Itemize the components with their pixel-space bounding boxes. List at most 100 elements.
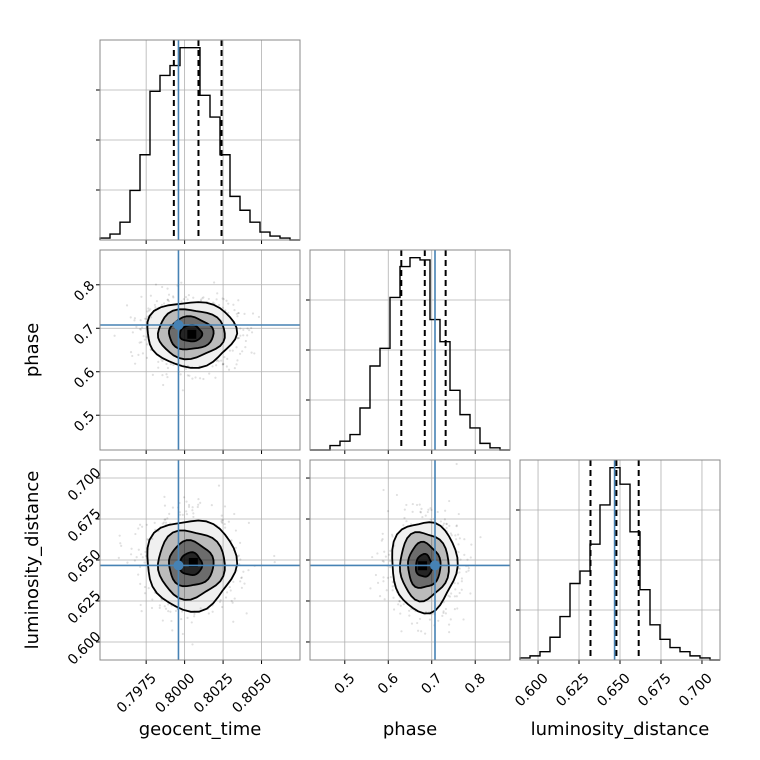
scatter-point	[144, 550, 147, 554]
scatter-point	[162, 383, 165, 387]
scatter-point	[186, 616, 189, 619]
hist-bar	[670, 648, 680, 660]
y-tick-label: 0.600	[65, 629, 105, 669]
scatter-point	[163, 605, 166, 608]
scatter-point	[244, 346, 247, 349]
contour-line	[146, 519, 239, 613]
scatter-point	[130, 547, 133, 550]
scatter-point	[168, 512, 171, 515]
scatter-point	[179, 513, 182, 516]
scatter-point	[227, 302, 230, 305]
scatter-point	[165, 373, 168, 376]
scatter-point	[453, 595, 456, 598]
scatter-point	[133, 317, 137, 320]
scatter-point	[201, 297, 204, 300]
x-tick-label: 0.625	[553, 670, 593, 710]
hist-bar	[200, 95, 210, 240]
scatter-point	[180, 617, 183, 621]
scatter-point	[139, 553, 143, 556]
y-tick-label: 0.8	[71, 278, 98, 305]
scatter-point	[231, 601, 234, 604]
scatter-point	[153, 521, 156, 525]
scatter-point	[154, 306, 157, 309]
scatter-point	[232, 303, 235, 306]
scatter-point	[220, 519, 223, 522]
scatter-point	[190, 621, 193, 624]
scatter-point	[246, 327, 249, 330]
scatter-point	[381, 559, 384, 563]
x-axis-label-geocent_time: geocent_time	[139, 719, 262, 740]
scatter-point	[381, 537, 384, 541]
scatter-point	[240, 576, 243, 579]
scatter-point	[450, 534, 453, 537]
hist-bar	[340, 441, 350, 450]
scatter-point	[233, 597, 236, 600]
scatter-point	[448, 499, 451, 503]
scatter-point	[436, 510, 439, 514]
axes-frame	[519, 459, 721, 661]
scatter-point	[185, 500, 188, 503]
hist-bar	[620, 484, 630, 660]
scatter-point	[388, 553, 391, 556]
scatter-point	[166, 376, 169, 379]
scatter-point	[182, 496, 186, 499]
scatter-point	[194, 376, 197, 379]
scatter-point	[448, 524, 451, 527]
scatter-point	[172, 296, 175, 299]
scatter-point	[238, 336, 241, 340]
hist-bar	[640, 590, 650, 660]
scatter-point	[429, 507, 432, 510]
scatter-point	[392, 608, 396, 611]
gridlines	[100, 460, 300, 660]
scatter-point	[157, 360, 160, 363]
scatter-point	[187, 503, 191, 507]
scatter-point	[410, 622, 414, 625]
hist-bar	[180, 48, 190, 240]
scatter-point	[462, 618, 465, 621]
scatter-point	[135, 325, 138, 328]
scatter-point	[415, 503, 419, 507]
scatter-point	[143, 317, 147, 320]
scatter-point	[418, 617, 422, 621]
scatter-point	[437, 619, 440, 622]
hist-bar	[560, 617, 570, 660]
scatter-point	[196, 505, 199, 509]
scatter-point	[140, 295, 143, 298]
scatter-point	[171, 506, 175, 509]
density-content	[310, 460, 510, 660]
scatter-point	[455, 524, 458, 527]
scatter-point	[143, 592, 147, 595]
scatter-point	[140, 326, 144, 329]
scatter-point	[230, 539, 233, 542]
scatter-point	[242, 570, 245, 573]
hist-bar	[140, 155, 150, 240]
scatter-point	[227, 520, 230, 523]
scatter-point	[180, 281, 183, 284]
histogram-luminosity_distance	[519, 466, 720, 661]
hist-bar	[150, 91, 160, 240]
scatter-point	[430, 508, 433, 512]
scatter-point	[221, 363, 224, 366]
scatter-point	[222, 362, 225, 366]
scatter-point	[182, 298, 185, 301]
scatter-point	[208, 372, 211, 375]
scatter-point	[166, 517, 169, 520]
scatter-point	[385, 589, 388, 592]
hist-bar	[220, 155, 230, 240]
gridlines	[310, 250, 510, 450]
scatter-point	[233, 512, 236, 516]
contour-line	[168, 315, 215, 351]
scatter-point	[454, 534, 457, 537]
scatter-point	[463, 553, 466, 556]
scatter-point	[192, 512, 195, 515]
scatter-point	[382, 488, 385, 492]
scatter-point	[170, 619, 173, 623]
scatter-point	[139, 565, 142, 569]
scatter-point	[378, 594, 382, 598]
scatter-point	[469, 592, 472, 595]
scatter-point	[221, 521, 224, 524]
scatter-point	[470, 543, 473, 546]
scatter-point	[191, 509, 194, 512]
scatter-point	[215, 298, 218, 301]
scatter-point	[113, 334, 116, 337]
